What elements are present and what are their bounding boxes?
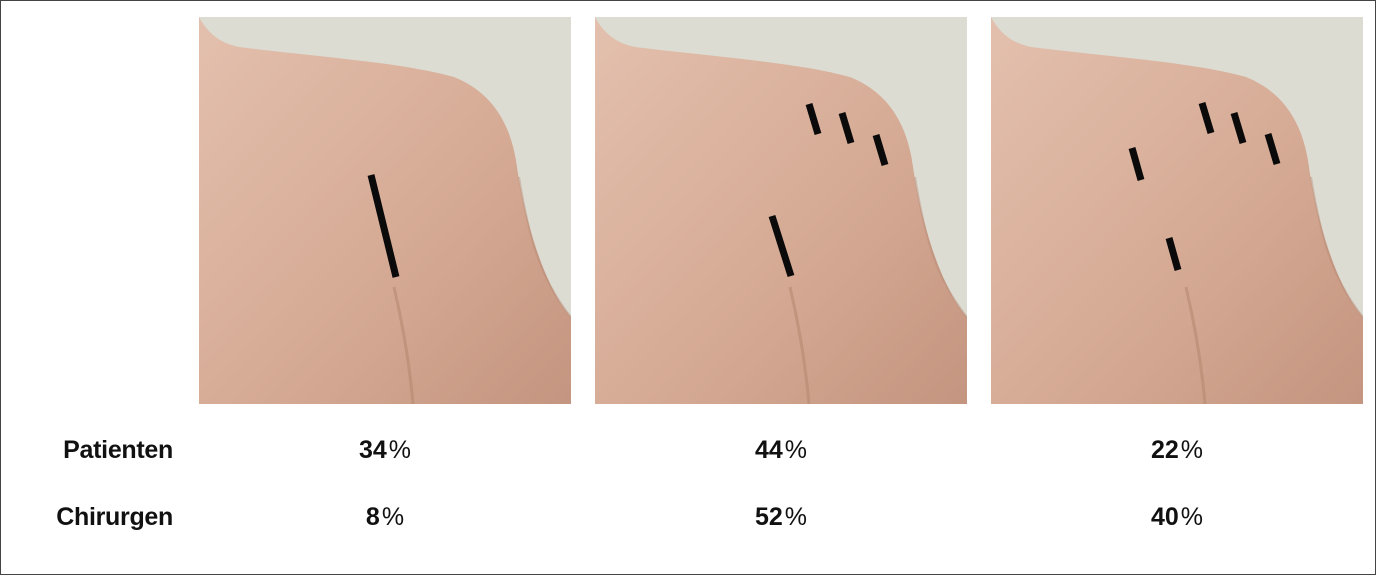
incision-mark — [805, 102, 822, 136]
value-chirurgen-2: 52% — [754, 503, 808, 531]
incision-mark — [872, 133, 889, 167]
value-patienten-3: 22% — [1150, 436, 1204, 464]
incision-mark — [367, 174, 400, 278]
row-label-chirurgen: Chirurgen — [56, 503, 173, 531]
value-chirurgen-3: 40% — [1150, 503, 1204, 531]
value-patienten-1: 34% — [358, 436, 412, 464]
shoulder-photo-3 — [991, 17, 1363, 404]
incision-mark — [1165, 237, 1182, 271]
incision-mark — [838, 111, 855, 145]
row-label-patienten: Patienten — [63, 436, 173, 464]
value-chirurgen-1: 8% — [365, 503, 405, 531]
incision-mark — [1230, 111, 1247, 145]
shoulder-photo-2 — [595, 17, 967, 404]
incision-mark — [1198, 101, 1215, 135]
shoulder-photo-1 — [199, 17, 571, 404]
incision-mark — [1264, 132, 1281, 166]
incision-mark — [1128, 147, 1145, 181]
value-patienten-2: 44% — [754, 436, 808, 464]
incision-mark — [768, 214, 795, 278]
